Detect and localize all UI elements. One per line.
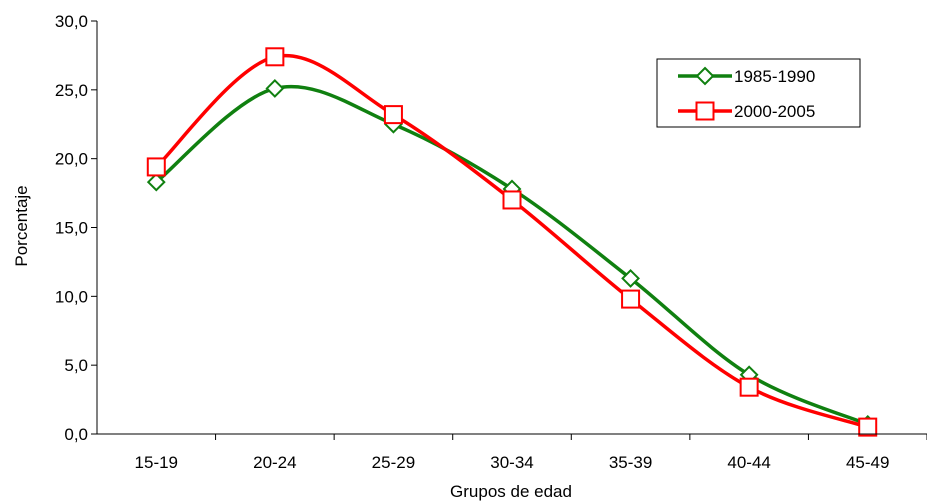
data-point [146,172,166,192]
legend: 1985-1990 2000-2005 [656,58,861,128]
data-point [146,157,166,177]
data-point [739,377,759,397]
legend-box [656,58,861,128]
legend-label: 1985-1990 [734,67,815,86]
y-tick-label: 25,0 [55,81,88,100]
x-tick-label: 15-19 [135,453,178,472]
x-axis-ticks: 15-19 20-24 25-29 30-34 35-39 40-44 45-49 [135,434,927,472]
y-tick-label: 5,0 [64,356,88,375]
data-point [858,417,878,437]
x-tick-label: 40-44 [727,453,770,472]
y-tick-label: 30,0 [55,12,88,31]
x-tick-label: 35-39 [609,453,652,472]
series-line [155,84,869,426]
legend-marker [695,66,715,86]
y-tick-label: 10,0 [55,287,88,306]
x-axis-title: Grupos de edad [450,482,572,501]
data-point [265,79,285,98]
legend-label: 2000-2005 [734,102,815,121]
series-2000-2005 [146,47,878,437]
data-point [383,105,403,125]
series-layer [146,47,878,437]
series-1985-1990 [146,79,878,434]
legend-items: 1985-1990 2000-2005 [678,66,815,121]
data-point [265,47,285,67]
x-tick-label: 20-24 [253,453,296,472]
data-point [621,269,640,288]
data-point [502,190,522,210]
y-axis-ticks: 0,0 5,0 10,0 15,0 20,0 25,0 30,0 [55,12,97,444]
y-tick-label: 15,0 [55,219,88,238]
x-tick-label: 30-34 [490,453,533,472]
data-point [621,289,641,309]
x-tick-label: 25-29 [372,453,415,472]
y-tick-label: 20,0 [55,150,88,169]
y-axis-title: Porcentaje [12,185,31,266]
legend-marker [695,101,715,121]
x-tick-label: 45-49 [846,453,889,472]
y-tick-label: 0,0 [64,425,88,444]
